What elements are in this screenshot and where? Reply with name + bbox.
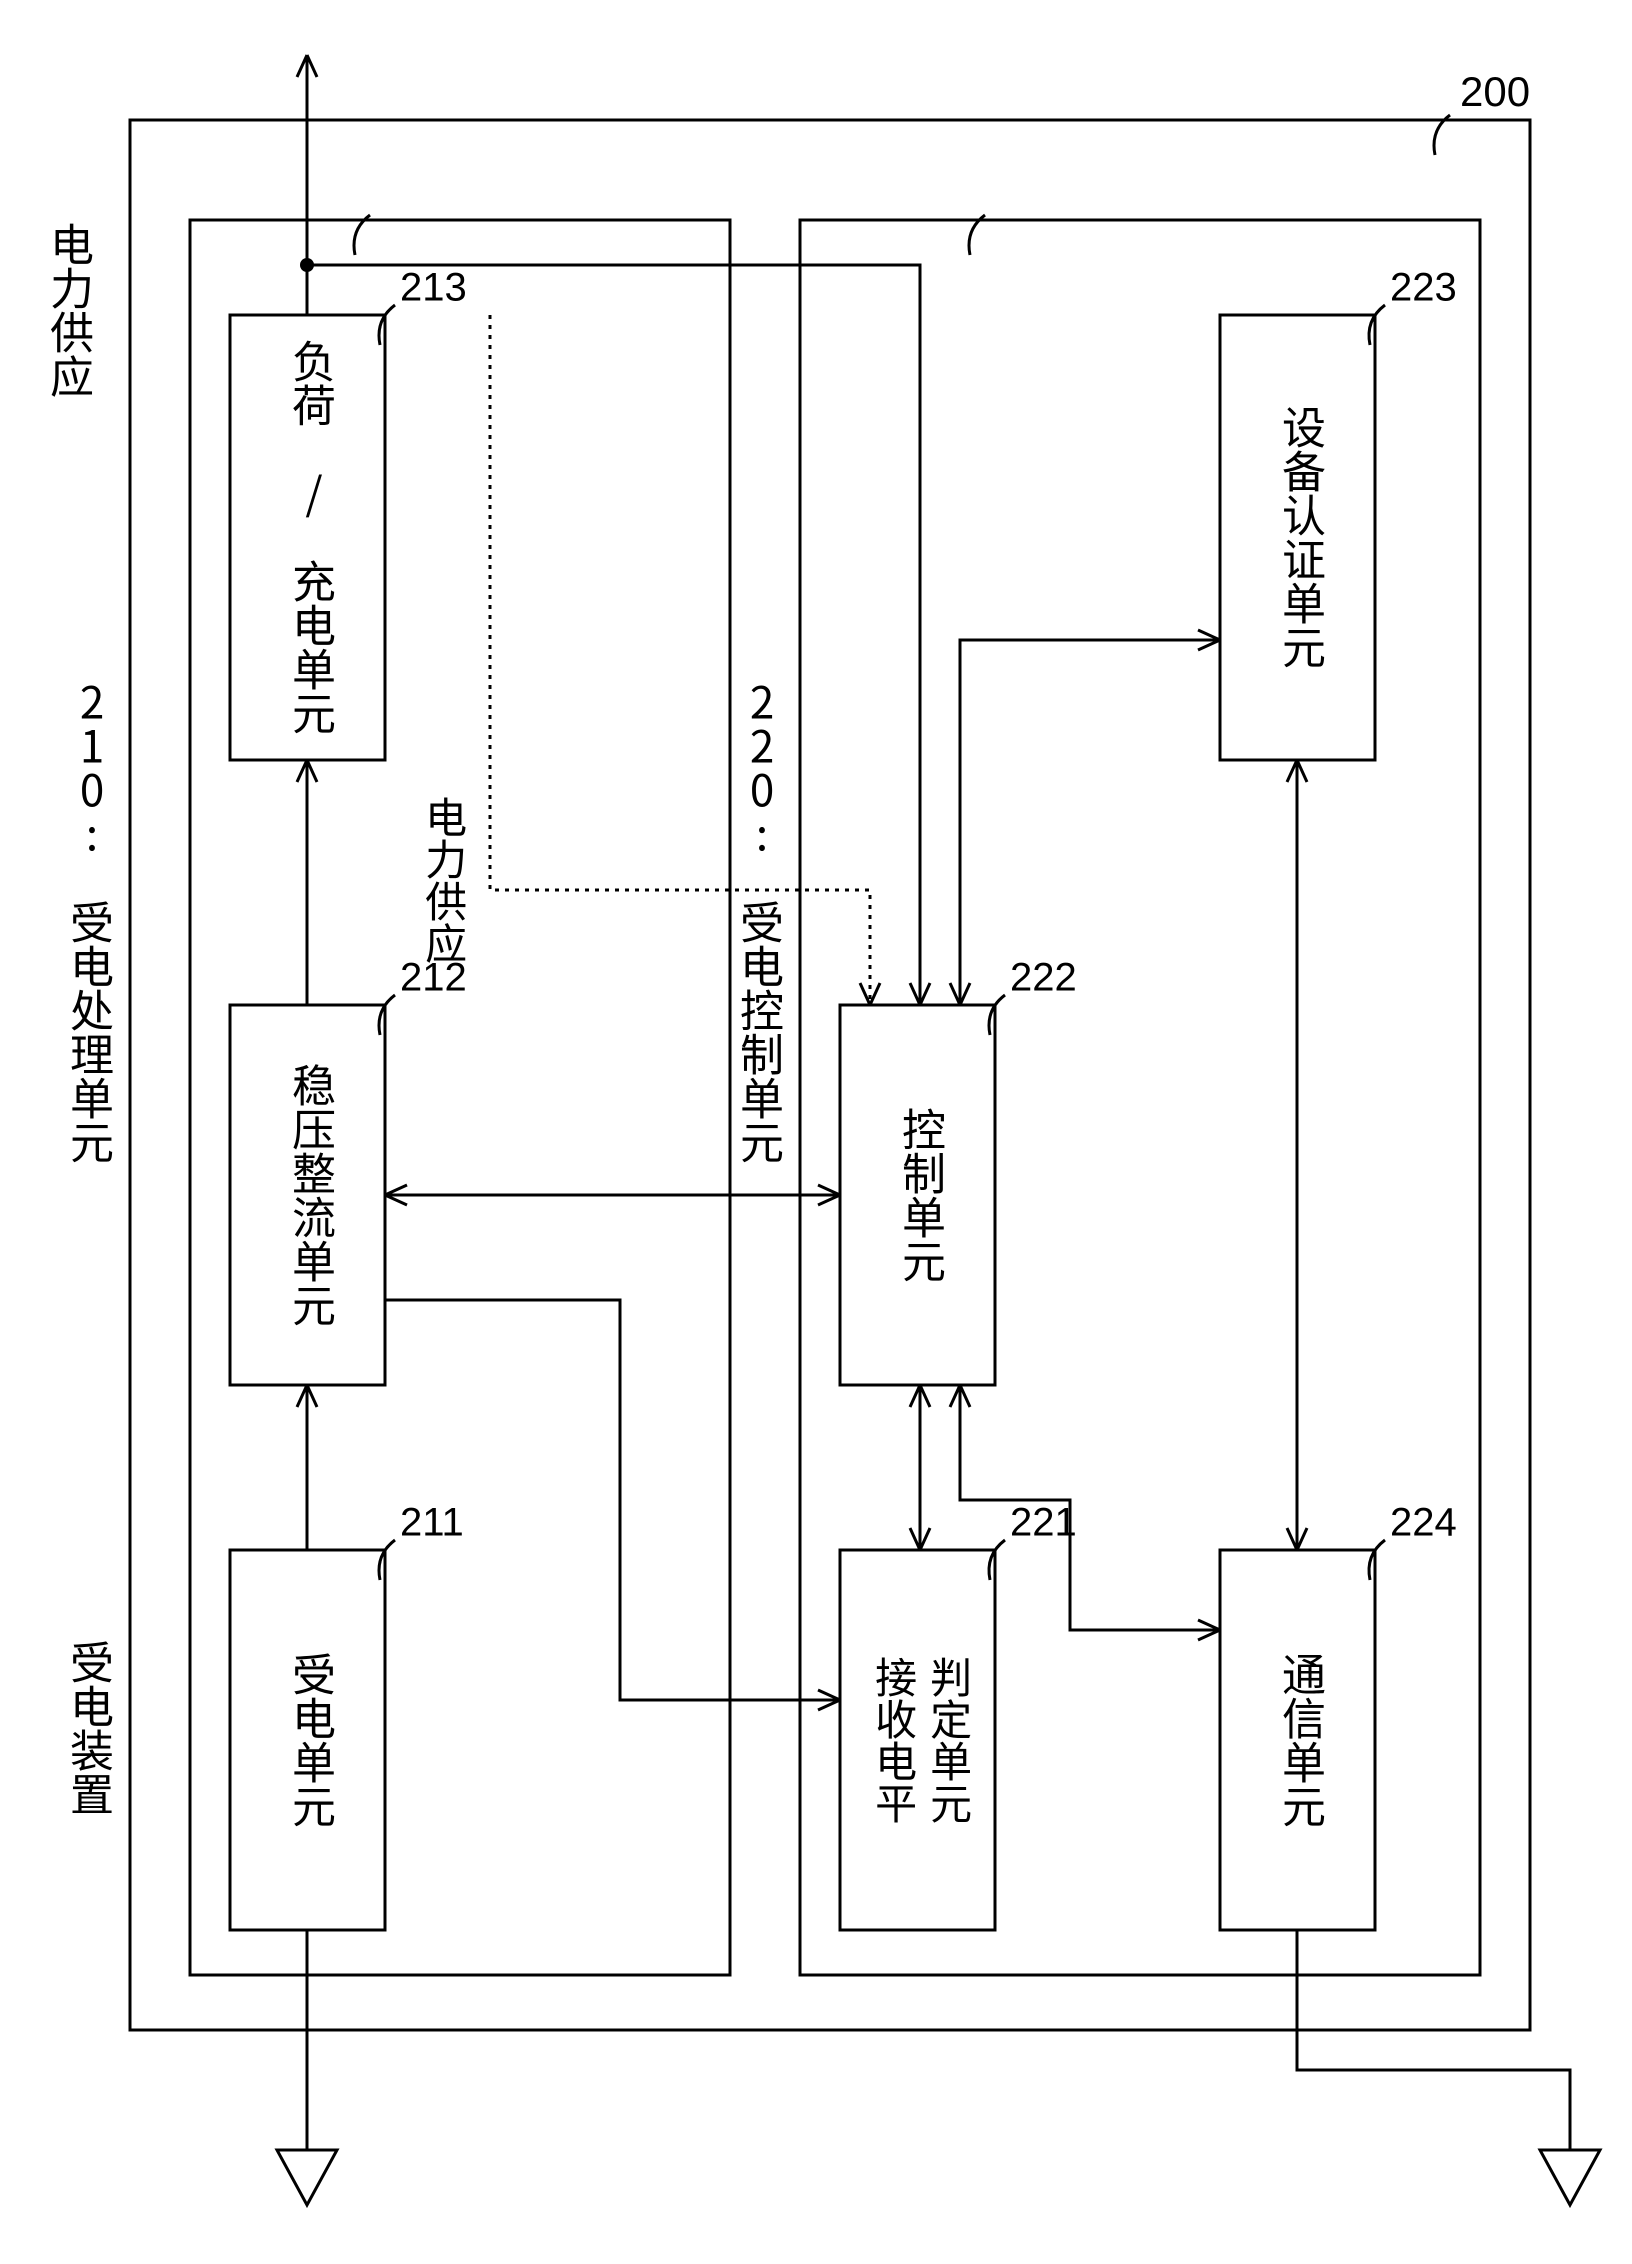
num-b224: 224 — [1390, 1501, 1457, 1545]
num-b222: 222 — [1010, 956, 1077, 1000]
unit-210-label: 210: 受电处理单元 — [60, 680, 124, 1164]
outer-ref-num: 200 — [1460, 68, 1530, 115]
outer-label: 受电装置 — [60, 1640, 124, 1816]
label-b212: 稳压整流单元 — [282, 1063, 346, 1327]
num-b223: 223 — [1390, 266, 1457, 310]
label-b222: 控制单元 — [892, 1107, 956, 1283]
label-b224: 通信单元 — [1272, 1652, 1336, 1828]
label-b213: 负荷 / 充电单元 — [282, 339, 346, 735]
unit-220-label: 220: 受电控制单元 — [730, 680, 794, 1164]
diagram-root: 受电装置 210: 受电处理单元 220: 受电控制单元 200 受电单元 211 稳压整流… — [0, 0, 1632, 2264]
label-b211: 受电单元 — [282, 1652, 346, 1828]
num-b213: 213 — [400, 266, 467, 310]
svg-text:接收电平: 接收电平 — [866, 1656, 927, 1824]
label-b223: 设备认证单元 — [1272, 405, 1336, 669]
num-b211: 211 — [400, 1501, 464, 1545]
power-supply-mid-label: 电力供应 — [416, 796, 477, 964]
num-b221: 221 — [1010, 1501, 1077, 1545]
svg-text:判定单元: 判定单元 — [921, 1656, 982, 1824]
power-supply-top-label: 电力供应 — [40, 222, 104, 398]
